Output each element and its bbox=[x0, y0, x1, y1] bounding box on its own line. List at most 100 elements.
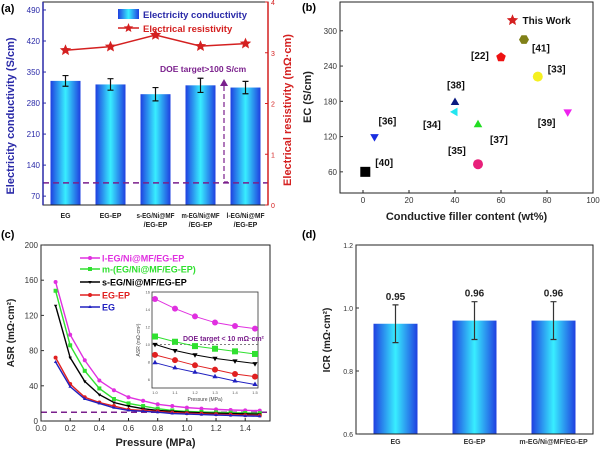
y-axis-label: ICR (mΩ·cm²) bbox=[322, 308, 333, 373]
series-point bbox=[68, 332, 73, 337]
category-label: EG bbox=[60, 213, 71, 220]
legend-marker bbox=[88, 281, 92, 284]
series-point bbox=[82, 358, 87, 363]
y-tick-label: 350 bbox=[27, 68, 41, 77]
category-label: m-EG/Ni@MF bbox=[182, 213, 221, 220]
point-label: [34] bbox=[423, 120, 441, 131]
inset-series-point bbox=[172, 364, 178, 370]
inset-y-tick-label: 6 bbox=[148, 377, 151, 382]
series-point bbox=[126, 401, 131, 406]
point-label: [41] bbox=[532, 44, 550, 55]
series-point bbox=[97, 393, 102, 397]
point-label: This Work bbox=[523, 16, 572, 27]
inset-series-line bbox=[154, 354, 256, 378]
series-point bbox=[112, 405, 116, 409]
inset-series-point bbox=[172, 349, 178, 354]
legend-star-marker bbox=[123, 23, 134, 32]
x-tick-label: 20 bbox=[405, 196, 414, 205]
error-bar bbox=[242, 80, 249, 95]
inset-series-point bbox=[252, 373, 258, 380]
series-point bbox=[141, 398, 146, 403]
inset-series-point bbox=[212, 319, 218, 326]
inset-series-point bbox=[192, 343, 198, 350]
series-point bbox=[53, 304, 58, 308]
inset-x-tick-label: 1.0 bbox=[152, 390, 158, 395]
inset-series-point bbox=[192, 369, 198, 374]
inset-y-tick-label: 10 bbox=[146, 342, 151, 347]
y-tick-label: 200 bbox=[25, 241, 39, 250]
legend-label: EG-EP bbox=[102, 291, 130, 301]
legend-label: EG bbox=[102, 303, 115, 313]
legend-marker bbox=[88, 267, 92, 271]
y-tick-label: 2 bbox=[271, 102, 275, 109]
point-label: [22] bbox=[471, 51, 489, 62]
error-bar bbox=[152, 86, 159, 102]
scatter-point bbox=[450, 97, 460, 105]
series-point bbox=[141, 409, 145, 413]
scatter-point bbox=[519, 35, 529, 44]
inset-series-point bbox=[212, 366, 218, 373]
inset-series-point bbox=[172, 338, 178, 345]
y-tick-label: 0.6 bbox=[343, 432, 353, 439]
y-tick-label: 3 bbox=[271, 51, 275, 58]
plot-frame bbox=[339, 1, 594, 194]
y2-axis-label: Electrical resistivity (mΩ·cm) bbox=[282, 34, 294, 186]
conductivity-bar bbox=[140, 94, 171, 205]
inset-series-point bbox=[172, 305, 178, 312]
series-point bbox=[83, 380, 87, 384]
panel-label-c: (c) bbox=[1, 229, 15, 241]
point-label: [38] bbox=[447, 80, 465, 91]
inset-x-axis-label: Pressure (MPa) bbox=[187, 397, 222, 403]
inset-frame bbox=[151, 291, 259, 389]
series-point bbox=[97, 378, 102, 383]
legend-label: Electricity conductivity bbox=[143, 10, 248, 21]
inset-series-point bbox=[232, 348, 238, 355]
plot-frame bbox=[40, 244, 271, 422]
y-tick-label: 0.8 bbox=[343, 369, 353, 376]
category-label: s-EG/Ni@MF bbox=[137, 213, 176, 220]
inset-series-line bbox=[154, 343, 256, 365]
legend-label: m-(EG/Ni@MF/EG-EP) bbox=[102, 265, 196, 275]
error-bar bbox=[392, 304, 399, 344]
resistivity-point bbox=[194, 40, 207, 51]
legend-marker bbox=[88, 256, 92, 260]
point-label: [40] bbox=[375, 158, 393, 169]
conductivity-bar bbox=[230, 87, 261, 205]
inset-series-point bbox=[152, 333, 158, 340]
panel-a: EG EG-EP s-EG/Ni@MF/EG-EP m-EG/Ni@MF/EG-EP l… bbox=[5, 0, 294, 229]
legend-label: l-EG/Ni@MF/EG-EP bbox=[102, 254, 184, 264]
series-point bbox=[199, 412, 204, 416]
inset-series-point bbox=[152, 342, 158, 348]
category-label: EG-EP bbox=[464, 439, 486, 446]
series-point bbox=[68, 343, 73, 348]
y-tick-label: 490 bbox=[27, 6, 41, 15]
inset-series-point bbox=[232, 359, 238, 364]
category-label: /EG-EP bbox=[234, 222, 258, 229]
x-tick-label: 0.2 bbox=[65, 424, 77, 433]
panel-label-a: (a) bbox=[1, 3, 15, 15]
y-tick-label: 40 bbox=[29, 382, 38, 391]
y-axis-label: Electricity conductivity (S/cm) bbox=[5, 37, 17, 194]
series-point bbox=[126, 408, 131, 412]
inset-series-point bbox=[252, 381, 258, 386]
inset-y-tick-label: 14 bbox=[146, 307, 151, 312]
scatter-point bbox=[370, 134, 379, 142]
data-label: 0.96 bbox=[465, 289, 485, 300]
category-label: m-EG/Ni@MF/EG-EP bbox=[519, 439, 588, 446]
series-point bbox=[53, 360, 58, 363]
series-point bbox=[82, 368, 87, 373]
category-label: /EG-EP bbox=[144, 222, 168, 229]
series-point bbox=[214, 413, 218, 416]
conductivity-bar bbox=[185, 85, 216, 205]
inset-x-tick-label: 1.3 bbox=[212, 390, 218, 395]
doe-arrow bbox=[223, 86, 228, 183]
inset-series-point bbox=[192, 313, 198, 320]
inset-series-line bbox=[154, 336, 256, 355]
y-tick-label: 60 bbox=[328, 168, 337, 177]
x-tick-label: 0.4 bbox=[94, 424, 106, 433]
inset-y-tick-label: 8 bbox=[148, 359, 151, 364]
series-point bbox=[53, 279, 58, 284]
x-axis-label: Conductive filler content (wt%) bbox=[386, 211, 548, 223]
x-tick-label: 60 bbox=[497, 196, 506, 205]
series-point bbox=[155, 406, 160, 411]
